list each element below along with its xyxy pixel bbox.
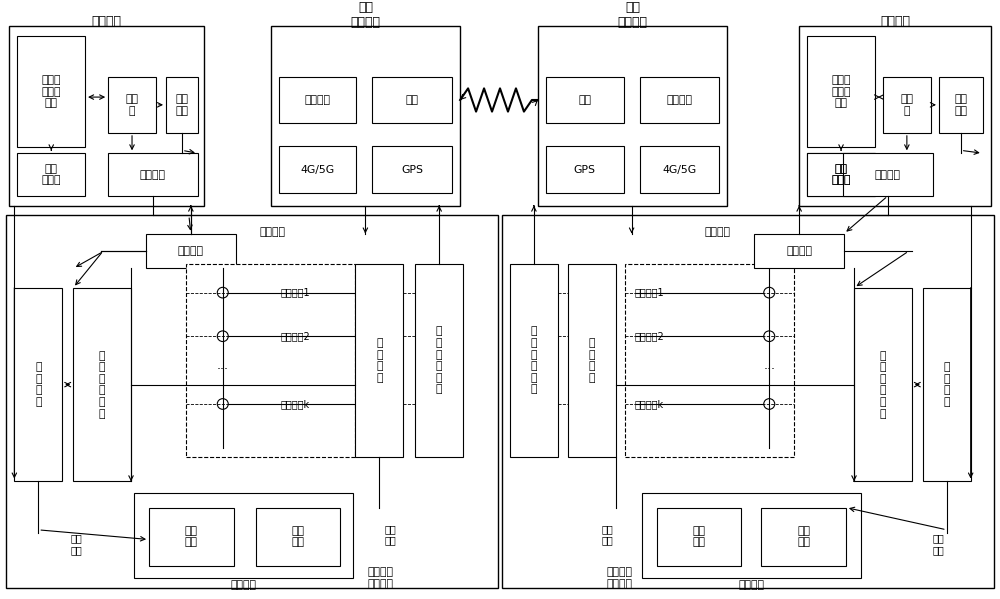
FancyBboxPatch shape [14, 288, 62, 482]
Text: 通信链路2: 通信链路2 [635, 331, 664, 341]
FancyBboxPatch shape [108, 153, 198, 196]
FancyBboxPatch shape [502, 215, 994, 588]
Text: GPS: GPS [401, 165, 423, 175]
Text: 数据
存储器: 数据 存储器 [42, 164, 61, 185]
Text: 显示
终端: 显示 终端 [954, 94, 967, 116]
Text: 数据采
集处理
模块: 数据采 集处理 模块 [42, 75, 61, 108]
Text: 链路
信息: 链路 信息 [384, 524, 396, 546]
Text: 通信链路
切换装置: 通信链路 切换装置 [607, 567, 633, 589]
Text: 岸端系统: 岸端系统 [92, 15, 122, 28]
Text: 通信接口: 通信接口 [140, 170, 166, 180]
Text: 无线电台: 无线电台 [666, 95, 692, 105]
FancyBboxPatch shape [538, 26, 727, 205]
FancyBboxPatch shape [854, 288, 912, 482]
Text: 切换
指令: 切换 指令 [933, 534, 945, 555]
FancyBboxPatch shape [510, 264, 558, 457]
FancyBboxPatch shape [73, 288, 131, 482]
Text: 切换模块: 切换模块 [231, 580, 257, 590]
Text: GPS: GPS [574, 165, 596, 175]
FancyBboxPatch shape [939, 77, 983, 133]
FancyBboxPatch shape [546, 77, 624, 123]
Text: 主
控
模
块: 主 控 模 块 [944, 362, 950, 407]
Text: 通
信
终
端
接
口: 通 信 终 端 接 口 [531, 326, 537, 394]
Text: 控制
器: 控制 器 [126, 94, 139, 116]
FancyBboxPatch shape [546, 147, 624, 193]
Text: 通
信
终
端
接
口: 通 信 终 端 接 口 [436, 326, 442, 394]
FancyBboxPatch shape [146, 234, 236, 268]
Text: 切换
指令: 切换 指令 [70, 534, 82, 555]
FancyBboxPatch shape [923, 288, 971, 482]
Text: 北斗: 北斗 [578, 95, 591, 105]
FancyBboxPatch shape [355, 264, 403, 457]
FancyBboxPatch shape [17, 153, 85, 196]
FancyBboxPatch shape [149, 507, 234, 565]
Text: 北斗: 北斗 [406, 95, 419, 105]
Text: 链路
信息: 链路 信息 [602, 524, 614, 546]
FancyBboxPatch shape [883, 77, 931, 133]
FancyBboxPatch shape [657, 507, 741, 565]
FancyBboxPatch shape [642, 493, 861, 578]
FancyBboxPatch shape [17, 36, 85, 147]
Text: 船端系统: 船端系统 [880, 15, 910, 28]
Text: 通信链路k: 通信链路k [635, 399, 664, 409]
Text: 监
测
模
块: 监 测 模 块 [376, 338, 383, 383]
Text: 数据
存储器: 数据 存储器 [831, 164, 851, 185]
Text: 数据采
集处理
模块: 数据采 集处理 模块 [831, 75, 851, 108]
FancyBboxPatch shape [271, 26, 460, 205]
FancyBboxPatch shape [754, 234, 844, 268]
FancyBboxPatch shape [108, 77, 156, 133]
Text: 监
测
模
块: 监 测 模 块 [588, 338, 595, 383]
Text: 通信链路k: 通信链路k [281, 399, 310, 409]
Text: 手动
模式: 手动 模式 [797, 526, 810, 547]
Text: 数
据
处
理
模
块: 数 据 处 理 模 块 [99, 350, 105, 419]
FancyBboxPatch shape [807, 153, 875, 196]
Text: 通信链路1: 通信链路1 [281, 288, 310, 298]
Text: 切换模块: 切换模块 [738, 580, 764, 590]
Text: 数据
存储器: 数据 存储器 [831, 164, 851, 185]
FancyBboxPatch shape [640, 77, 719, 123]
FancyBboxPatch shape [372, 147, 452, 193]
Text: ...: ... [763, 359, 775, 372]
Text: 显示
终端: 显示 终端 [175, 94, 188, 116]
FancyBboxPatch shape [256, 507, 340, 565]
Text: 通信链路2: 通信链路2 [281, 331, 310, 341]
FancyBboxPatch shape [625, 264, 794, 457]
Text: 无线电台: 无线电台 [305, 95, 331, 105]
FancyBboxPatch shape [761, 507, 846, 565]
Text: 切换开关: 切换开关 [704, 226, 730, 237]
FancyBboxPatch shape [279, 77, 356, 123]
Text: 通信接口: 通信接口 [875, 170, 901, 180]
Text: 主
控
模
块: 主 控 模 块 [35, 362, 42, 407]
FancyBboxPatch shape [568, 264, 616, 457]
Text: 通信链路
切换装置: 通信链路 切换装置 [367, 567, 393, 589]
FancyBboxPatch shape [9, 26, 204, 205]
Text: 切换开关: 切换开关 [260, 226, 286, 237]
Text: 自动
模式: 自动 模式 [692, 526, 705, 547]
FancyBboxPatch shape [186, 264, 355, 457]
FancyBboxPatch shape [279, 147, 356, 193]
Text: 通信接口: 通信接口 [178, 246, 204, 256]
Text: 船端
通信终端: 船端 通信终端 [618, 1, 648, 29]
Text: 岸端
通信终端: 岸端 通信终端 [350, 1, 380, 29]
FancyBboxPatch shape [372, 77, 452, 123]
FancyBboxPatch shape [640, 147, 719, 193]
Text: 4G/5G: 4G/5G [662, 165, 697, 175]
Text: 4G/5G: 4G/5G [300, 165, 335, 175]
Text: 通信链路1: 通信链路1 [635, 288, 664, 298]
FancyBboxPatch shape [843, 153, 933, 196]
FancyBboxPatch shape [807, 36, 875, 147]
Text: 控制
器: 控制 器 [900, 94, 913, 116]
Text: 自动
模式: 自动 模式 [292, 526, 305, 547]
Text: ...: ... [217, 359, 229, 372]
Text: 通信接口: 通信接口 [786, 246, 812, 256]
FancyBboxPatch shape [415, 264, 463, 457]
FancyBboxPatch shape [799, 26, 991, 205]
FancyBboxPatch shape [807, 153, 875, 196]
Text: 数
据
处
理
模
块: 数 据 处 理 模 块 [880, 350, 886, 419]
FancyBboxPatch shape [166, 77, 198, 133]
Text: 手动
模式: 手动 模式 [185, 526, 198, 547]
FancyBboxPatch shape [134, 493, 353, 578]
FancyBboxPatch shape [6, 215, 498, 588]
